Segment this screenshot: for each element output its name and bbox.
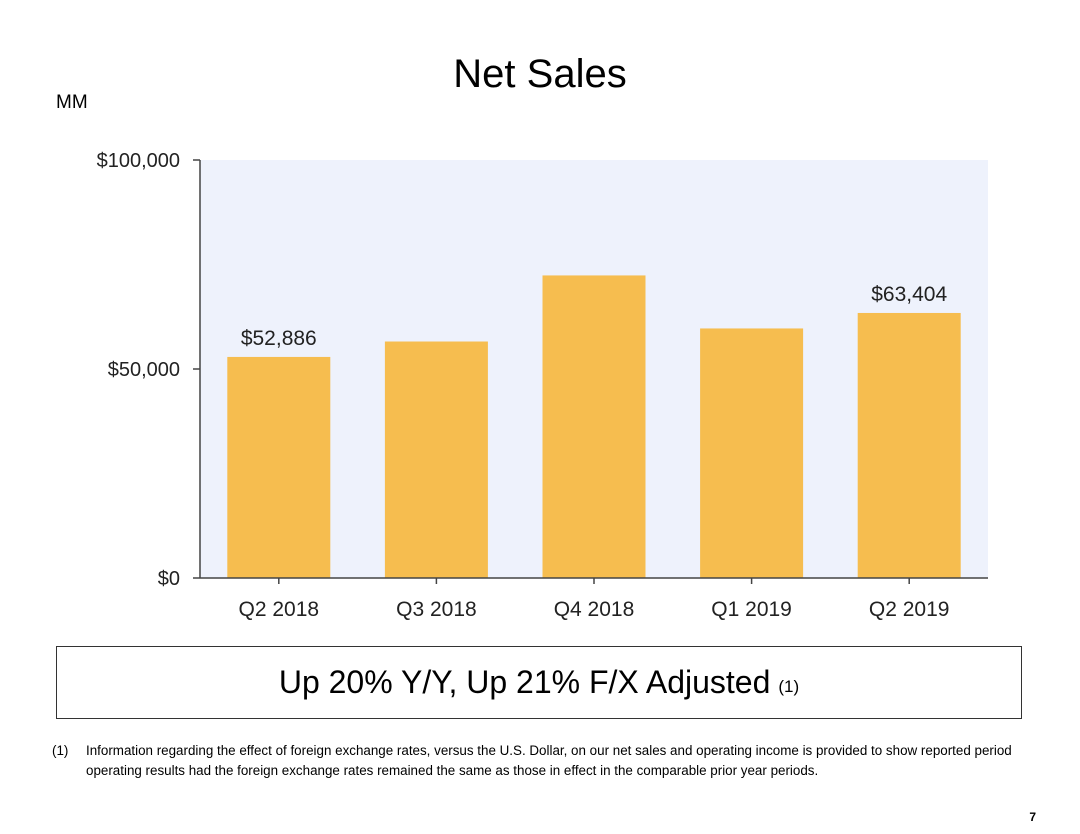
unit-label: MM <box>56 92 88 113</box>
bars-group <box>227 275 961 578</box>
page-number: 7 <box>1029 810 1036 824</box>
y-tick-label: $50,000 <box>108 359 180 381</box>
bar-q1-2019 <box>700 328 804 578</box>
bar-q4-2018 <box>542 275 646 578</box>
x-tick-label: Q4 2018 <box>554 598 635 621</box>
bar-q2-2018 <box>227 356 331 578</box>
data-label: $63,404 <box>871 283 947 306</box>
y-tick-label: $0 <box>158 568 180 590</box>
growth-callout: Up 20% Y/Y, Up 21% F/X Adjusted (1) <box>56 646 1022 719</box>
x-axis-ticks: Q2 2018 Q3 2018 Q4 2018 Q1 2019 Q2 2019 <box>239 578 950 621</box>
slide-title: Net Sales <box>453 52 627 96</box>
footnote-number: (1) <box>52 743 69 758</box>
data-label: $52,886 <box>241 327 317 350</box>
x-tick-label: Q2 2018 <box>239 598 320 621</box>
x-tick-label: Q2 2019 <box>869 598 950 621</box>
x-tick-label: Q1 2019 <box>711 598 792 621</box>
bar-q3-2018 <box>384 341 488 578</box>
footnote-ref: (1) <box>778 676 800 696</box>
net-sales-chart: $52,886 $63,404 $0 $50,000 $100,000 Q2 2018… <box>97 150 988 621</box>
footnote: (1) Information regarding the effect of … <box>52 741 1062 781</box>
growth-callout-text: Up 20% Y/Y, Up 21% F/X Adjusted <box>278 664 771 700</box>
x-tick-label: Q3 2018 <box>396 598 477 621</box>
y-axis-ticks: $0 $50,000 $100,000 <box>97 150 200 590</box>
bar-q2-2019 <box>857 312 961 578</box>
y-tick-label: $100,000 <box>97 150 180 172</box>
footnote-text: Information regarding the effect of fore… <box>86 743 1012 778</box>
data-labels-group: $52,886 $63,404 <box>241 283 948 350</box>
